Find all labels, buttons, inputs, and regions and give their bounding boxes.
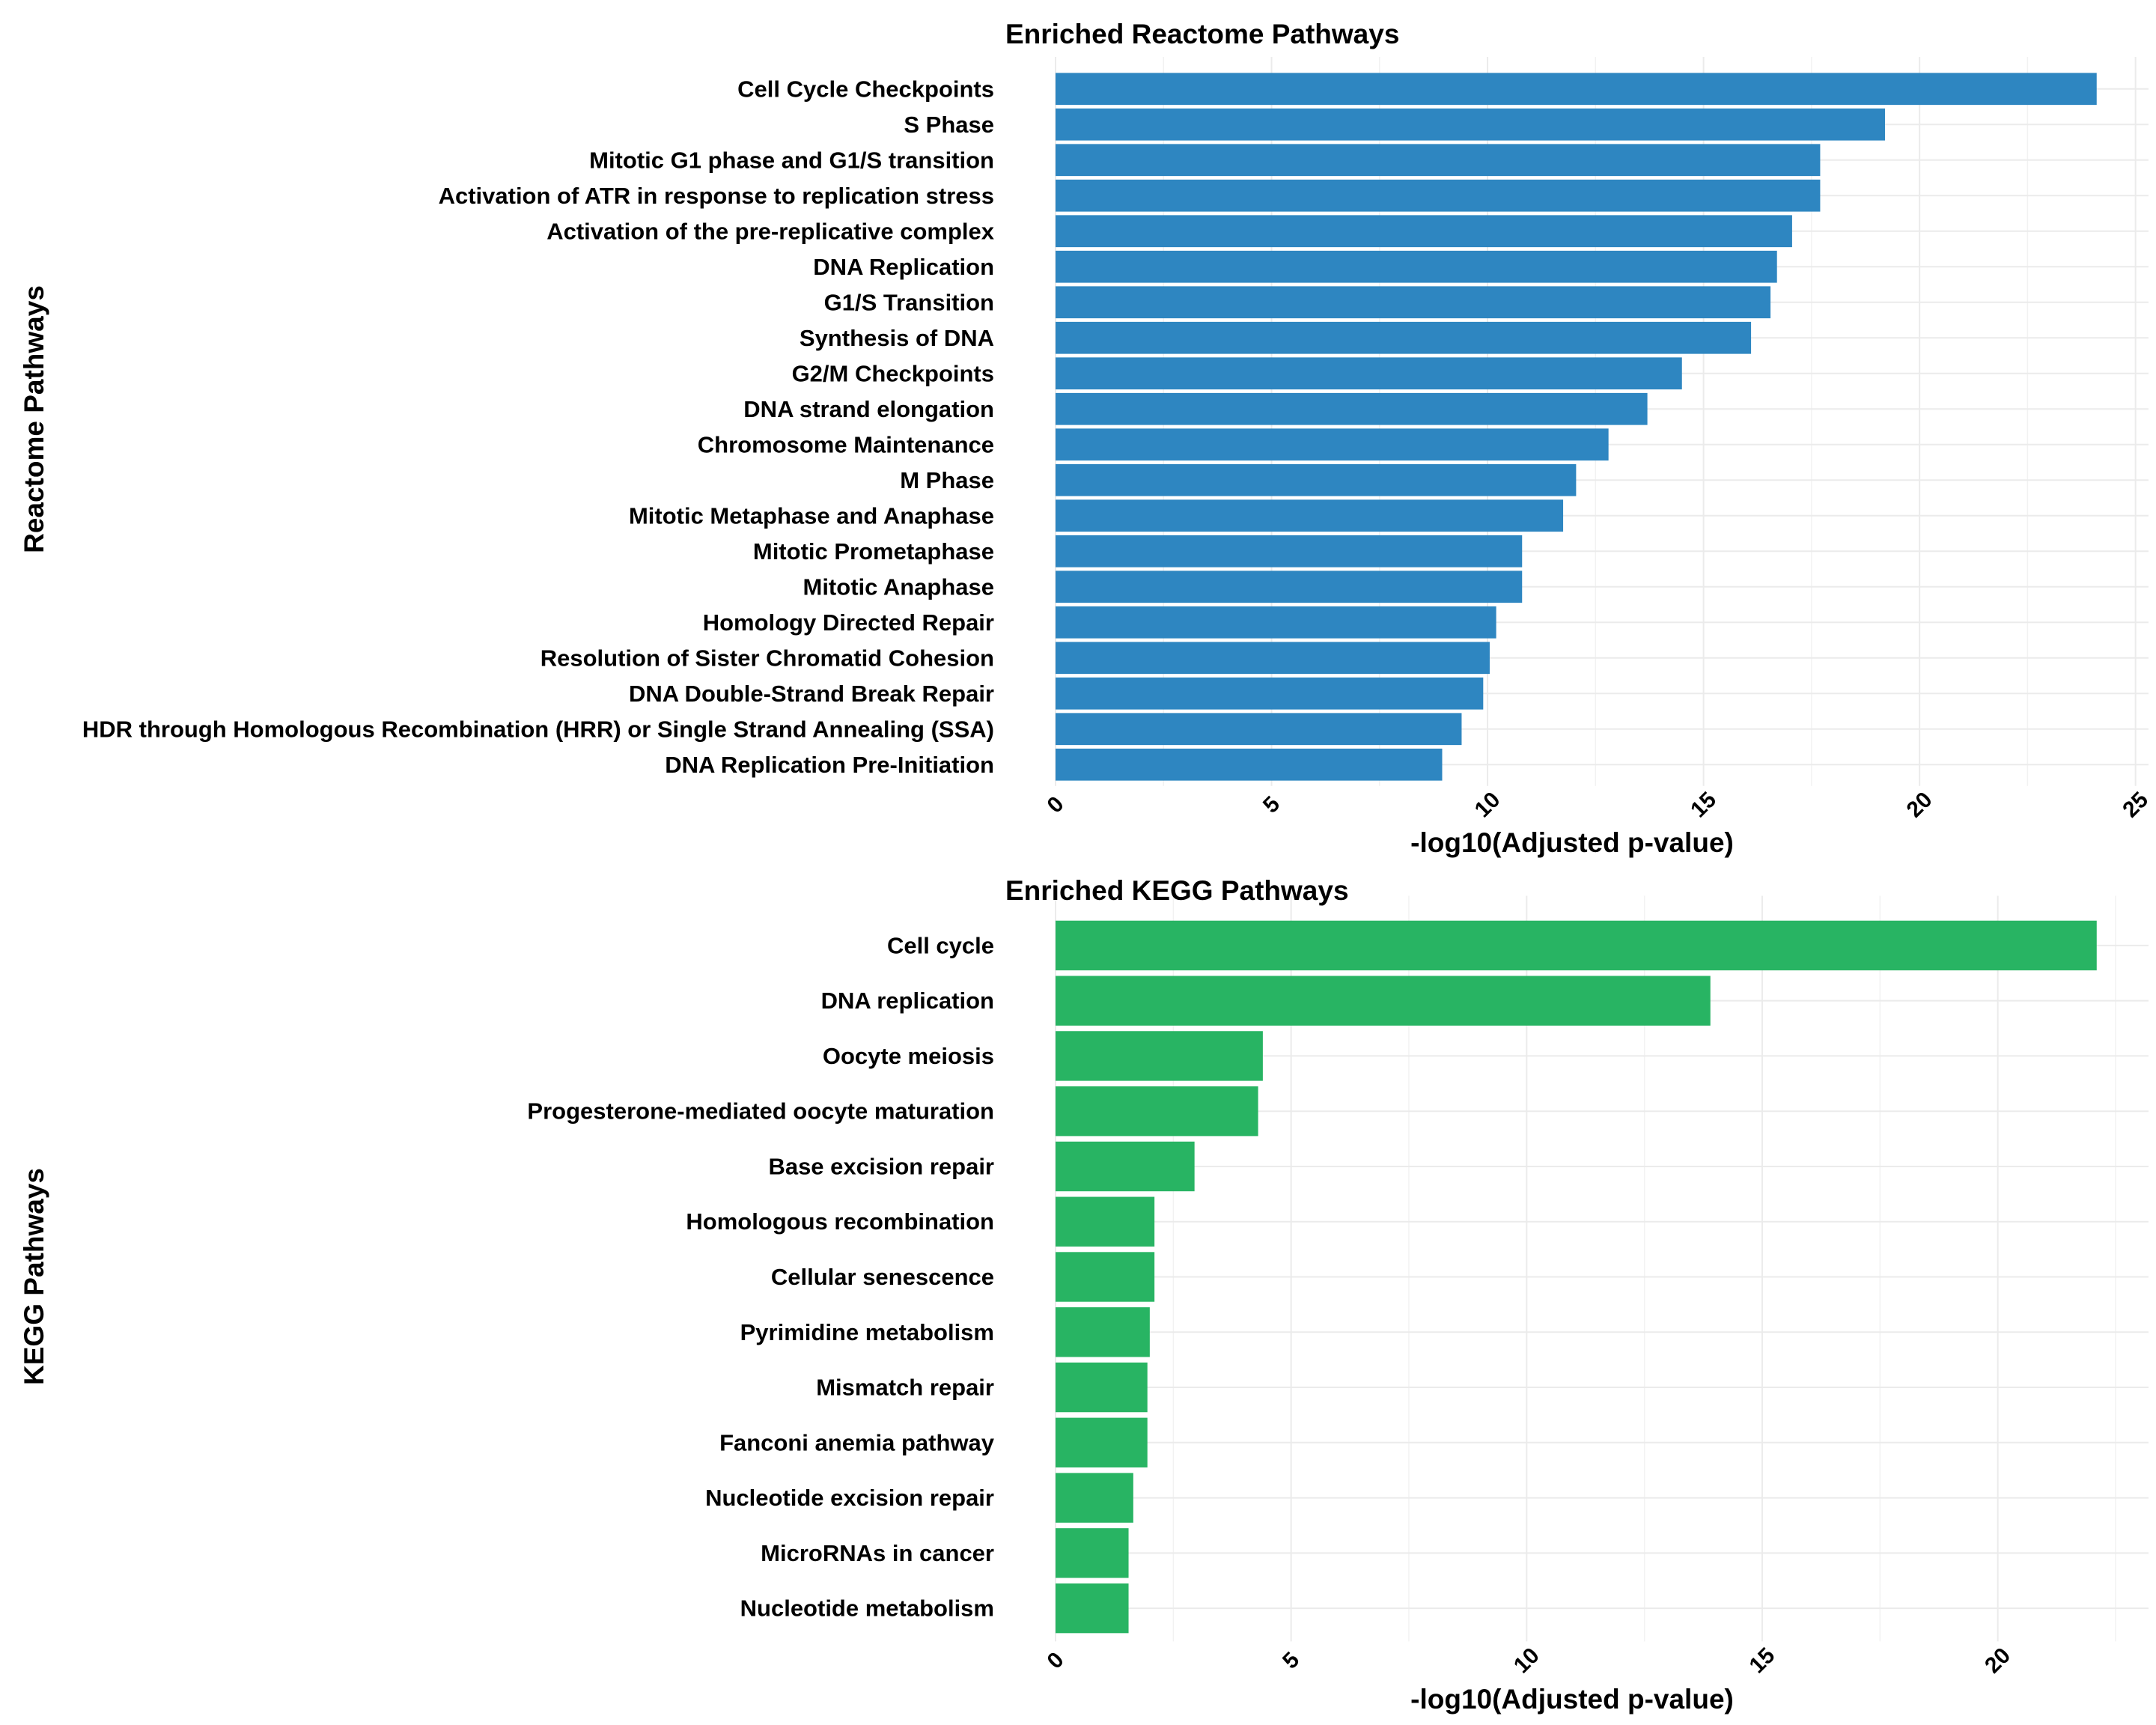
reactome-x-tick-label: 15	[1686, 788, 1721, 823]
kegg-x-tick-label: 0	[1042, 1647, 1068, 1673]
reactome-bar	[1056, 428, 1609, 461]
reactome-bar	[1056, 286, 1771, 319]
reactome-bar	[1056, 571, 1523, 603]
reactome-category-label: G1/S Transition	[824, 289, 994, 315]
kegg-bar	[1056, 1362, 1148, 1413]
reactome-bar	[1056, 677, 1484, 710]
reactome-bar	[1056, 215, 1792, 248]
kegg-category-label: Nucleotide metabolism	[740, 1595, 994, 1622]
kegg-category-label: DNA replication	[821, 988, 994, 1014]
kegg-category-label: Homologous recombination	[686, 1208, 994, 1235]
reactome-category-label: Activation of the pre-replicative comple…	[546, 218, 995, 244]
kegg-category-label: Cellular senescence	[771, 1264, 994, 1290]
kegg-panel: Cell cycle DNA replication Oocyte meiosis P…	[19, 875, 2149, 1715]
reactome-chart-title: Enriched Reactome Pathways	[1005, 19, 1399, 49]
reactome-x-tick-label: 0	[1042, 791, 1068, 818]
kegg-category-labels: Cell cycle DNA replication Oocyte meiosis P…	[527, 932, 994, 1621]
kegg-bar	[1056, 1583, 1129, 1634]
reactome-category-label: Homology Directed Repair	[703, 609, 994, 636]
reactome-bar	[1056, 535, 1523, 568]
kegg-x-tick-label: 15	[1744, 1643, 1779, 1679]
reactome-category-label: HDR through Homologous Recombination (HR…	[82, 716, 994, 742]
reactome-category-label: Activation of ATR in response to replica…	[439, 183, 994, 209]
kegg-bar	[1056, 920, 2097, 971]
reactome-bar	[1056, 108, 1885, 141]
kegg-category-label: Nucleotide excision repair	[705, 1485, 994, 1511]
reactome-panel: Cell Cycle Checkpoints S Phase Mitotic G1 …	[19, 19, 2153, 858]
reactome-x-tick-label: 5	[1258, 791, 1285, 818]
reactome-x-axis-label: -log10(Adjusted p-value)	[1410, 827, 1734, 858]
kegg-category-label: Cell cycle	[887, 932, 994, 958]
reactome-x-tick-label: 20	[1902, 788, 1937, 823]
reactome-bar	[1056, 250, 1777, 283]
kegg-x-tick-label: 10	[1509, 1643, 1544, 1679]
reactome-category-label: Mitotic G1 phase and G1/S transition	[589, 147, 994, 173]
kegg-bars	[1056, 920, 2097, 1634]
reactome-category-label: S Phase	[904, 112, 994, 138]
kegg-bar	[1056, 1031, 1263, 1081]
reactome-category-label: Synthesis of DNA	[800, 325, 994, 351]
reactome-category-label: Cell Cycle Checkpoints	[737, 76, 994, 102]
reactome-x-tick-label: 25	[2118, 788, 2153, 823]
reactome-category-label: Mitotic Anaphase	[803, 574, 995, 600]
kegg-bar	[1056, 1196, 1155, 1247]
reactome-category-label: Mitotic Prometaphase	[753, 538, 994, 565]
reactome-bar	[1056, 357, 1682, 390]
kegg-bar	[1056, 1086, 1258, 1137]
kegg-category-label: Pyrimidine metabolism	[740, 1319, 994, 1345]
reactome-y-axis-label: Reactome Pathways	[19, 285, 49, 553]
reactome-bar	[1056, 73, 2097, 106]
reactome-category-label: G2/M Checkpoints	[792, 360, 994, 386]
kegg-x-axis-label: -log10(Adjusted p-value)	[1410, 1684, 1734, 1715]
kegg-y-axis-label: KEGG Pathways	[19, 1168, 49, 1385]
reactome-category-label: M Phase	[900, 467, 994, 493]
reactome-category-labels: Cell Cycle Checkpoints S Phase Mitotic G1 …	[82, 76, 995, 778]
reactome-bar	[1056, 499, 1564, 532]
reactome-bar	[1056, 606, 1496, 639]
kegg-bar	[1056, 1252, 1155, 1302]
reactome-category-label: DNA Replication	[813, 254, 994, 280]
kegg-category-label: Progesterone-mediated oocyte maturation	[527, 1098, 994, 1125]
reactome-category-label: DNA Replication Pre-Initiation	[665, 752, 994, 778]
reactome-bar	[1056, 748, 1443, 781]
kegg-bar	[1056, 1528, 1129, 1578]
reactome-category-label: Mitotic Metaphase and Anaphase	[629, 502, 994, 529]
kegg-chart-title: Enriched KEGG Pathways	[1005, 875, 1349, 906]
kegg-bar	[1056, 1473, 1133, 1523]
reactome-bars	[1056, 73, 2097, 781]
kegg-category-label: Base excision repair	[768, 1153, 994, 1179]
reactome-category-label: DNA Double-Strand Break Repair	[629, 681, 994, 707]
reactome-bar	[1056, 144, 1821, 177]
reactome-category-label: Resolution of Sister Chromatid Cohesion	[540, 645, 994, 671]
kegg-bar	[1056, 1141, 1195, 1192]
kegg-category-label: Mismatch repair	[816, 1375, 994, 1401]
reactome-x-tick-labels: 0 5 10 15 20 25	[1042, 788, 2153, 823]
reactome-x-tick-label: 10	[1470, 788, 1505, 823]
kegg-category-label: Fanconi anemia pathway	[719, 1429, 995, 1455]
kegg-bar	[1056, 1417, 1148, 1468]
reactome-bar	[1056, 321, 1752, 354]
reactome-bar	[1056, 463, 1577, 496]
kegg-category-label: Oocyte meiosis	[823, 1043, 994, 1069]
reactome-bar	[1056, 179, 1821, 212]
kegg-category-label: MicroRNAs in cancer	[761, 1540, 994, 1566]
kegg-x-tick-labels: 0 5 10 15 20	[1042, 1643, 2015, 1679]
reactome-bar	[1056, 713, 1462, 746]
kegg-x-tick-label: 5	[1278, 1647, 1304, 1673]
kegg-bar	[1056, 1307, 1150, 1357]
reactome-category-label: Chromosome Maintenance	[698, 431, 994, 457]
reactome-bar	[1056, 392, 1648, 425]
kegg-x-tick-label: 20	[1980, 1643, 2015, 1679]
kegg-bar	[1056, 976, 1711, 1026]
reactome-bar	[1056, 642, 1490, 675]
reactome-category-label: DNA strand elongation	[743, 396, 994, 422]
